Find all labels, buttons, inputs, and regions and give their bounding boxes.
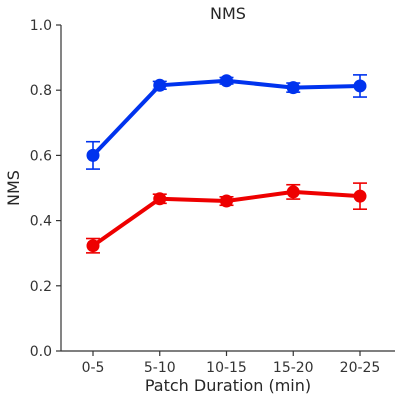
series-2 — [86, 182, 367, 254]
x-tick-label: 10-15 — [206, 360, 247, 376]
y-tick-label: 0.4 — [30, 214, 52, 230]
axes — [60, 25, 395, 352]
data-point — [86, 239, 100, 253]
data-point — [286, 185, 300, 199]
data-point — [220, 194, 233, 208]
y-tick-label: 0.6 — [30, 148, 52, 164]
series-1 — [86, 74, 367, 170]
data-point — [353, 79, 367, 93]
chart-title: NMS — [210, 4, 246, 23]
data-point — [153, 78, 167, 92]
data-point — [353, 189, 367, 203]
x-tick-label: 20-25 — [340, 360, 381, 376]
data-point — [220, 74, 233, 88]
x-axis-label: Patch Duration (min) — [145, 376, 311, 395]
series-layer — [86, 74, 367, 254]
series-line — [91, 78, 361, 157]
x-tick-label: 15-20 — [273, 360, 314, 376]
x-tick-label: 5-10 — [144, 360, 176, 376]
data-point — [286, 81, 300, 95]
y-tick-label: 1.0 — [30, 18, 52, 34]
y-tick-label: 0.2 — [30, 279, 52, 295]
y-ticks: 0.0 0.2 0.4 0.6 0.8 1.0 — [30, 18, 61, 360]
y-tick-label: 0.0 — [30, 344, 52, 360]
x-tick-label: 0-5 — [82, 360, 105, 376]
y-axis-label: NMS — [4, 170, 23, 206]
x-ticks: 0-5 5-10 10-15 15-20 20-25 — [82, 351, 381, 376]
data-point — [86, 148, 100, 162]
y-tick-label: 0.8 — [30, 83, 52, 99]
data-point — [153, 192, 167, 206]
